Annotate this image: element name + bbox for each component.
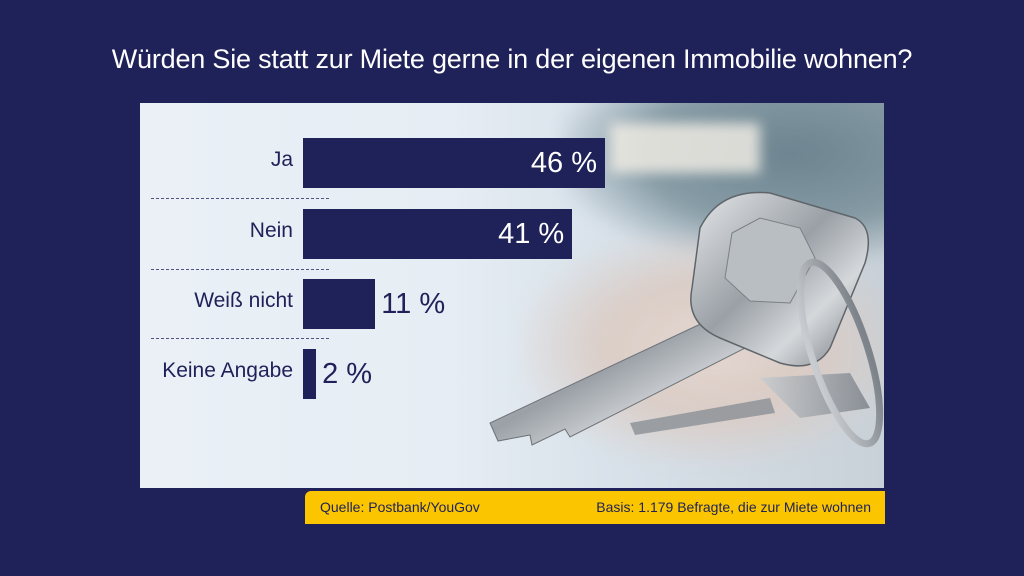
separator-line (151, 338, 329, 339)
chart-title: Würden Sie statt zur Miete gerne in der … (111, 44, 913, 74)
value-label: 41 % (498, 218, 565, 250)
bar-weiss-nicht (303, 279, 376, 329)
basis-text: Basis: 1.179 Befragte, die zur Miete woh… (596, 499, 871, 515)
category-label: Nein (249, 219, 293, 242)
bar-ja (303, 138, 605, 188)
keys-illustration (489, 191, 884, 448)
chart-panel: Ja 46 % Nein 41 % Weiß nicht 11 % Keine … (140, 103, 884, 488)
bar-nein (303, 209, 573, 259)
bar-keine-angabe (303, 349, 317, 399)
background-photo-window (610, 123, 760, 173)
value-label: 46 % (530, 147, 597, 179)
category-label: Weiß nicht (194, 289, 293, 312)
source-text: Quelle: Postbank/YouGov (320, 499, 480, 515)
separator-line (151, 198, 329, 199)
category-label: Ja (270, 148, 293, 171)
source-footer: Quelle: Postbank/YouGov Basis: 1.179 Bef… (305, 491, 885, 524)
category-label: Keine Angabe (162, 359, 293, 382)
value-label: 11 % (381, 288, 446, 320)
separator-line (151, 269, 329, 270)
value-label: 2 % (322, 358, 373, 390)
